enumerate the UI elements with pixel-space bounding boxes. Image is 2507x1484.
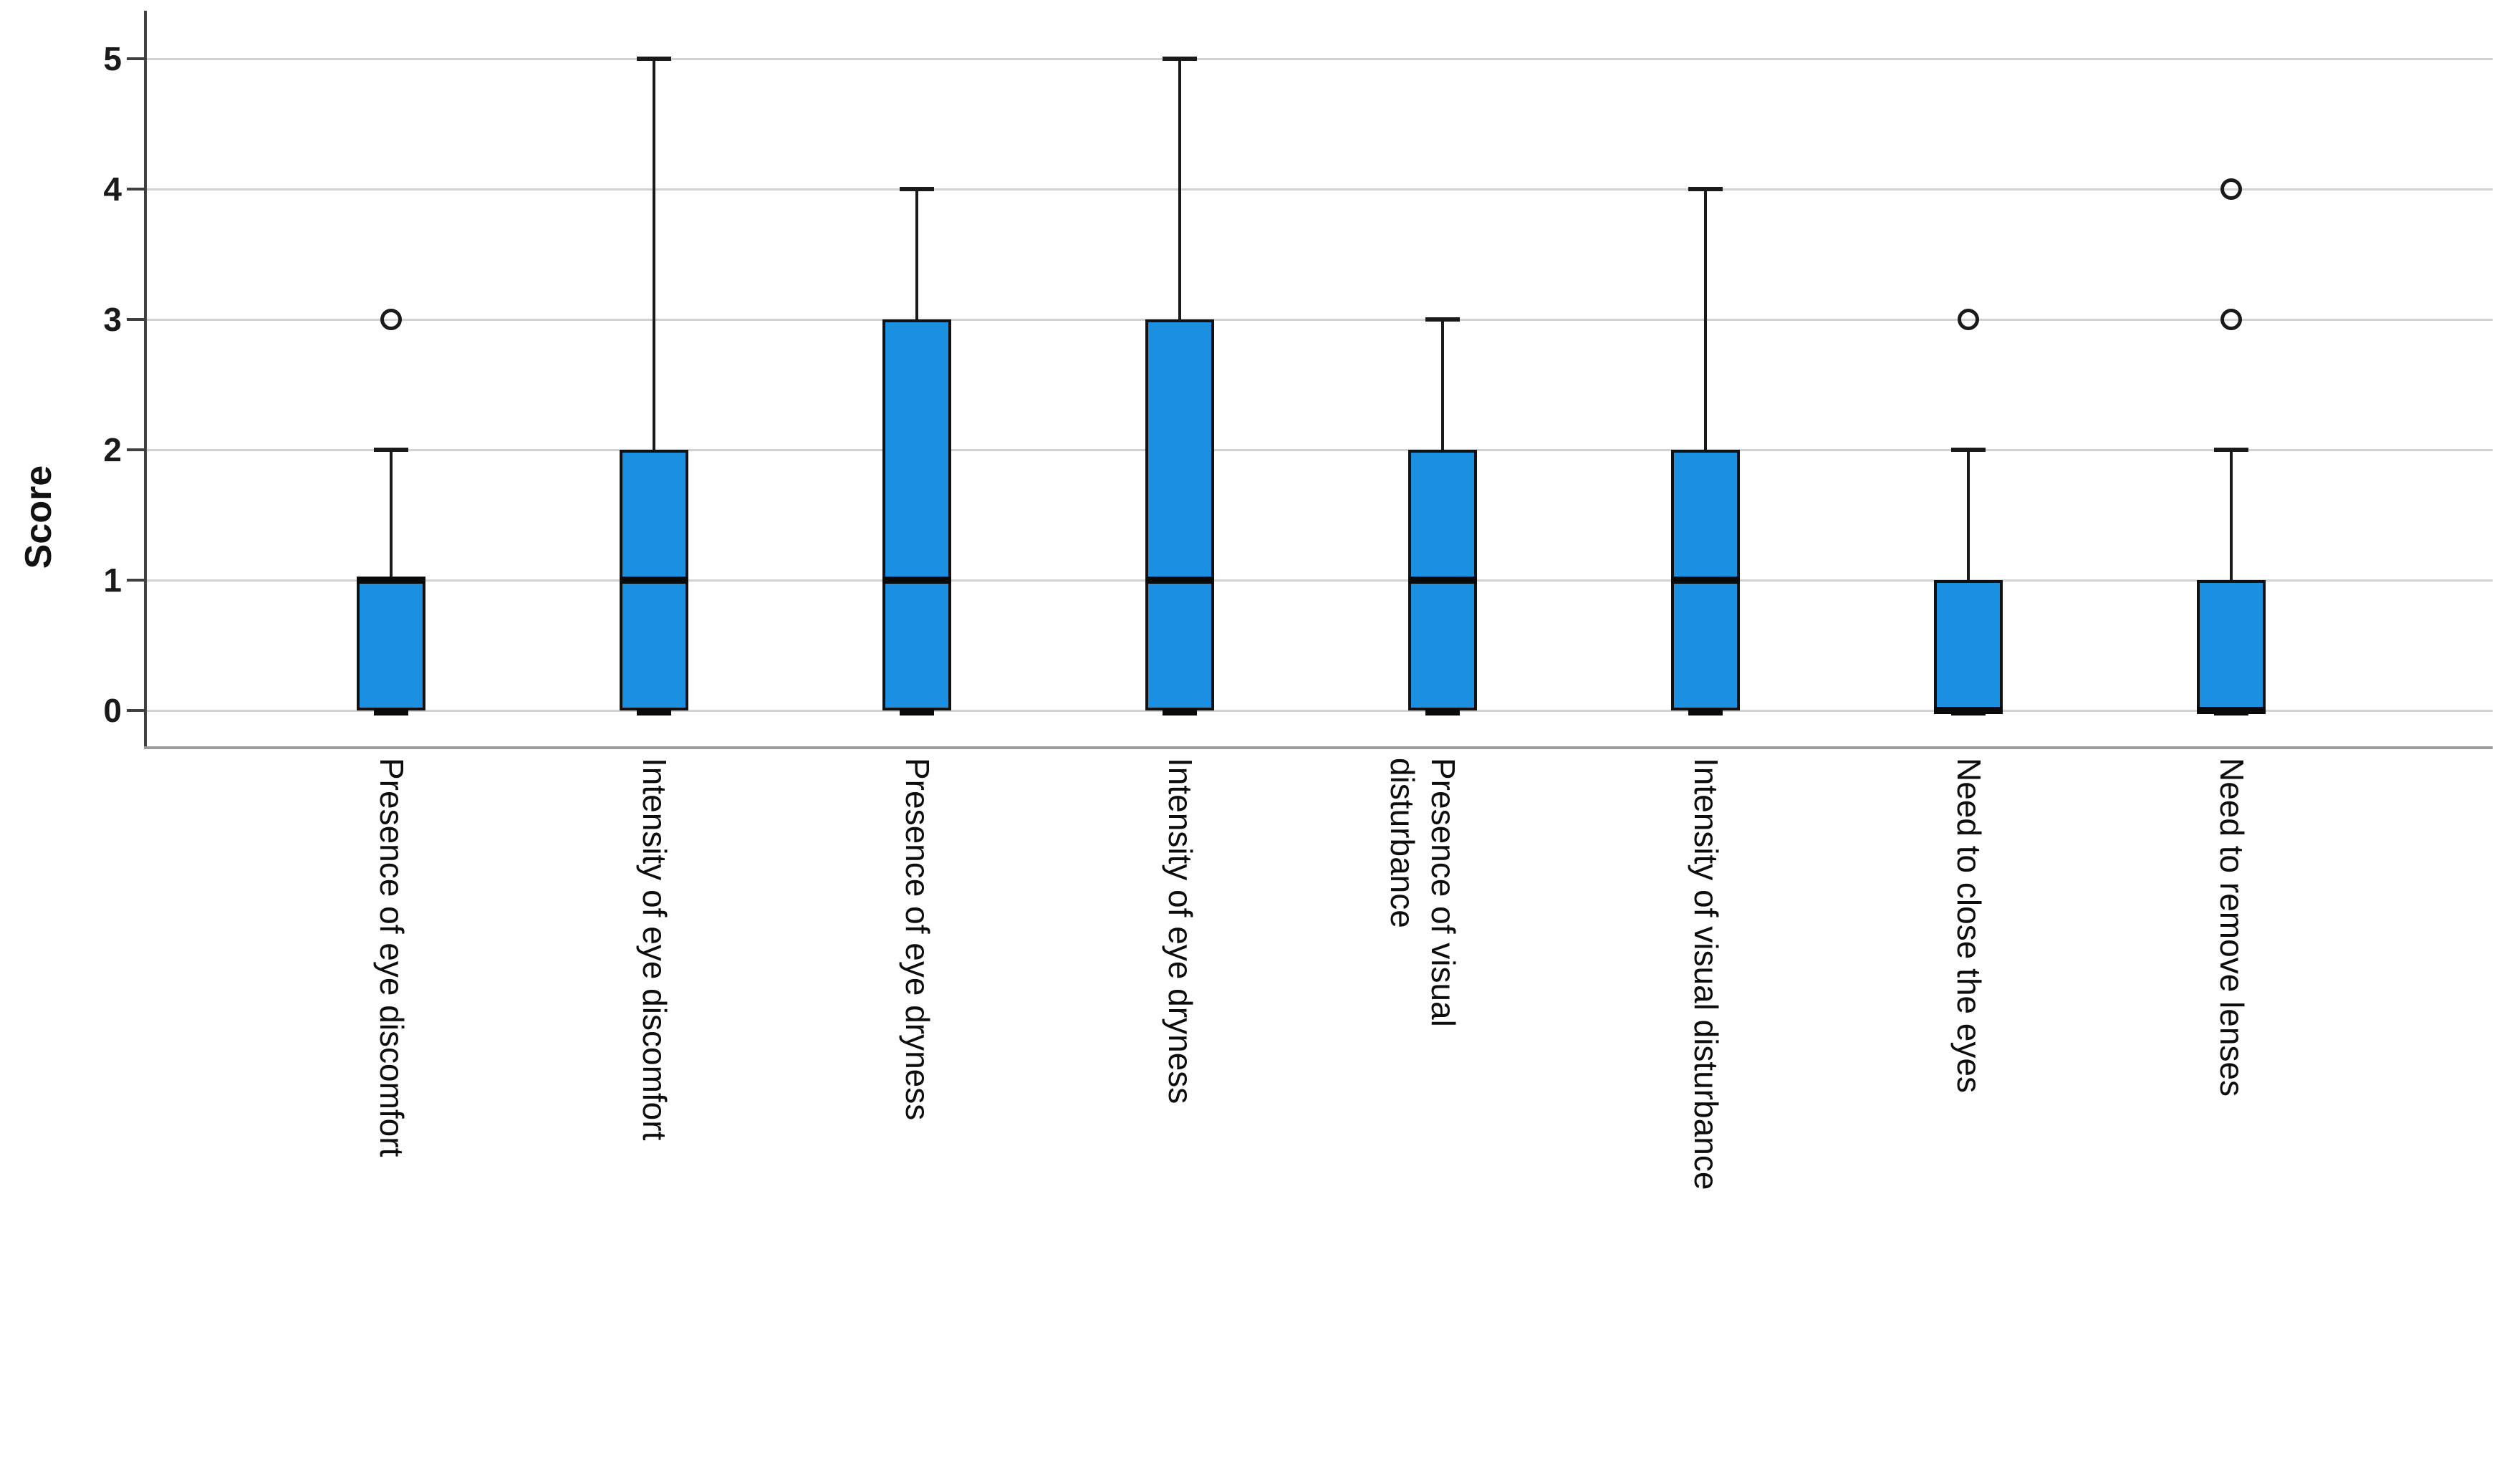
y-tick-label: 4 bbox=[103, 170, 122, 208]
whisker-cap-upper bbox=[637, 57, 671, 61]
median-line bbox=[1145, 577, 1214, 584]
category-label: Intensity of eye dryness bbox=[1161, 758, 1199, 1104]
whisker-cap-upper bbox=[1425, 317, 1460, 322]
category-label: Intensity of eye discomfort bbox=[635, 758, 673, 1141]
x-axis-line bbox=[144, 746, 2493, 749]
y-axis-tick bbox=[127, 579, 144, 582]
whisker-upper bbox=[1441, 319, 1444, 450]
outlier-point bbox=[380, 309, 402, 330]
box bbox=[882, 319, 951, 710]
outlier-point bbox=[2220, 178, 2242, 200]
median-line bbox=[882, 577, 951, 584]
box bbox=[357, 580, 425, 710]
whisker-cap-lower bbox=[900, 709, 934, 716]
y-tick-label: 3 bbox=[103, 301, 122, 338]
gridline bbox=[147, 709, 2493, 712]
whisker-cap-upper bbox=[1163, 57, 1197, 61]
y-tick-label: 1 bbox=[103, 562, 122, 599]
gridline bbox=[147, 579, 2493, 582]
y-axis-tick bbox=[127, 188, 144, 191]
box bbox=[1145, 319, 1214, 710]
median-line bbox=[2197, 707, 2266, 714]
y-axis-tick bbox=[127, 57, 144, 60]
y-axis-tick bbox=[127, 709, 144, 712]
y-axis-line bbox=[144, 11, 147, 749]
gridline bbox=[147, 318, 2493, 321]
outlier-point bbox=[2220, 309, 2242, 330]
whisker-cap-upper bbox=[1688, 187, 1723, 191]
category-label: Intensity of visual disturbance bbox=[1687, 758, 1725, 1190]
whisker-cap-upper bbox=[374, 448, 408, 452]
whisker-cap-upper bbox=[1951, 448, 1986, 452]
y-tick-label: 2 bbox=[103, 431, 122, 468]
whisker-upper bbox=[653, 59, 655, 450]
category-label: Need to close the eyes bbox=[1950, 758, 1988, 1093]
whisker-cap-lower bbox=[1163, 709, 1197, 716]
outlier-point bbox=[1958, 309, 1979, 330]
category-label: Presence of visual disturbance bbox=[1383, 758, 1462, 1027]
whisker-cap-upper bbox=[900, 187, 934, 191]
gridline bbox=[147, 57, 2493, 60]
box bbox=[2197, 580, 2266, 710]
whisker-cap-lower bbox=[1425, 709, 1460, 716]
box bbox=[1934, 580, 2003, 710]
whisker-upper bbox=[1178, 59, 1181, 319]
whisker-upper bbox=[1967, 450, 1970, 580]
whisker-upper bbox=[390, 450, 393, 580]
median-line bbox=[1408, 577, 1477, 584]
whisker-upper bbox=[1704, 189, 1707, 450]
category-label: Presence of eye dryness bbox=[898, 758, 936, 1121]
median-line bbox=[1671, 577, 1740, 584]
median-line bbox=[357, 577, 425, 584]
category-label: Need to remove lenses bbox=[2213, 758, 2251, 1097]
whisker-cap-lower bbox=[374, 709, 408, 716]
median-line bbox=[620, 577, 688, 584]
whisker-cap-lower bbox=[1688, 709, 1723, 716]
whisker-upper bbox=[2230, 450, 2233, 580]
y-tick-label: 0 bbox=[103, 692, 122, 729]
y-tick-label: 5 bbox=[103, 40, 122, 77]
whisker-cap-upper bbox=[2214, 448, 2248, 452]
whisker-cap-lower bbox=[637, 709, 671, 716]
category-label: Presence of eye discomfort bbox=[372, 758, 410, 1157]
median-line bbox=[1934, 707, 2003, 714]
whisker-upper bbox=[915, 189, 918, 319]
gridline bbox=[147, 448, 2493, 451]
y-axis-tick bbox=[127, 448, 144, 451]
gridline bbox=[147, 188, 2493, 191]
y-axis-tick bbox=[127, 318, 144, 321]
